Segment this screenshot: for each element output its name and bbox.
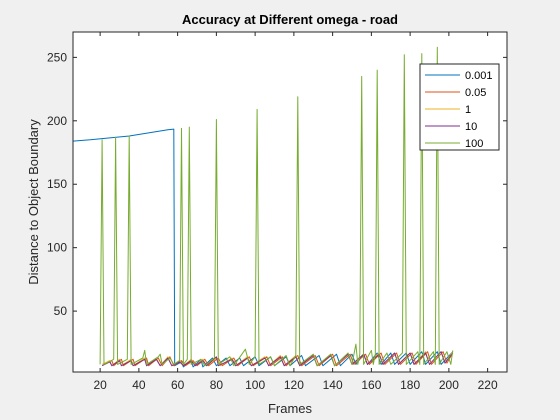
x-tick-label: 180 [400, 378, 420, 392]
x-axis-ticks: 20 40 60 80 100 120 140 160 180 200 220 [93, 32, 498, 392]
y-tick-label: 250 [47, 50, 67, 64]
y-tick-label: 150 [47, 177, 67, 191]
x-tick-label: 140 [323, 378, 343, 392]
x-tick-label: 100 [245, 378, 265, 392]
x-tick-label: 220 [478, 378, 498, 392]
series-layer [73, 46, 454, 368]
chart-title: Accuracy at Different omega - road [182, 12, 398, 27]
legend-entry: 0.001 [465, 70, 493, 82]
y-axis-ticks: 50 100 150 200 250 [47, 50, 507, 318]
x-axis-label: Frames [268, 401, 313, 416]
x-tick-label: 80 [210, 378, 224, 392]
legend-entry: 100 [465, 138, 483, 150]
y-axis-label: Distance to Object Boundary [26, 119, 41, 285]
legend: 0.001 0.05 1 10 100 [419, 63, 500, 151]
series-line-100 [99, 46, 454, 367]
x-tick-label: 160 [361, 378, 381, 392]
x-tick-label: 200 [439, 378, 459, 392]
x-tick-label: 120 [284, 378, 304, 392]
x-tick-label: 60 [171, 378, 185, 392]
x-tick-label: 40 [132, 378, 146, 392]
legend-box [419, 63, 500, 151]
y-tick-label: 50 [54, 304, 68, 318]
series-line-10 [101, 351, 454, 367]
legend-entry: 0.05 [465, 87, 486, 99]
x-tick-label: 20 [93, 378, 107, 392]
legend-entry: 10 [465, 121, 477, 133]
y-tick-label: 200 [47, 114, 67, 128]
y-tick-label: 100 [47, 241, 67, 255]
legend-entry: 1 [465, 104, 471, 116]
plot-frame [72, 31, 508, 373]
